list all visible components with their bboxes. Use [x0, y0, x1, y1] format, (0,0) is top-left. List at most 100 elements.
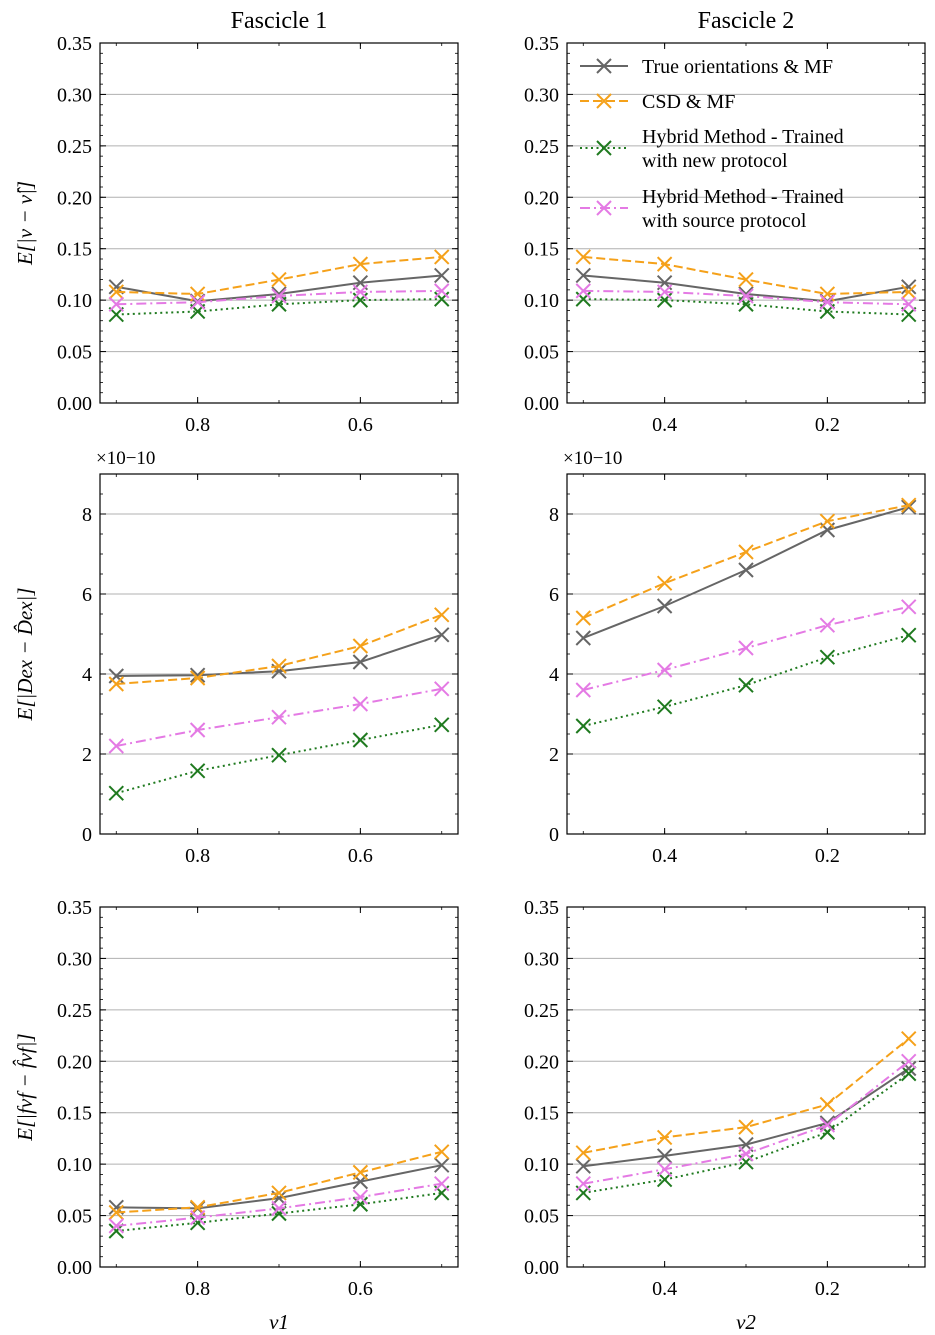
data-point-hybrid-method-trained-with-source-protocol	[108, 738, 124, 754]
y-tick-label: 6	[549, 584, 559, 606]
data-point-true-orientations-mf	[656, 1148, 673, 1164]
y-tick-label: 0.25	[57, 1000, 92, 1022]
axes-frame	[99, 906, 459, 1268]
data-point-csd-mf	[738, 1119, 754, 1135]
data-point-csd-mf	[434, 249, 450, 265]
y-tick-label: 0.35	[524, 897, 559, 919]
y-tick-label: 0.00	[57, 1257, 92, 1279]
data-point-hybrid-method-trained-with-new-protocol	[901, 627, 917, 643]
x-tick-label: 0.6	[348, 414, 373, 436]
y-tick-label: 0.10	[524, 290, 559, 312]
legend: True orientations & MF CSD & MF Hybrid Met…	[580, 56, 844, 232]
y-tick-label: 0.30	[57, 948, 92, 970]
x-axis-label: ν1	[269, 1310, 289, 1334]
y-tick-label: 0.35	[57, 897, 92, 919]
y-tick-label: 0.00	[57, 393, 92, 415]
data-point-hybrid-method-trained-with-new-protocol	[271, 747, 287, 763]
data-point-hybrid-method-trained-with-new-protocol	[656, 699, 673, 715]
data-point-hybrid-method-trained-with-new-protocol	[189, 1215, 206, 1231]
data-point-hybrid-method-trained-with-source-protocol	[434, 283, 450, 299]
data-point-hybrid-method-trained-with-source-protocol	[738, 288, 754, 304]
data-point-hybrid-method-trained-with-source-protocol	[108, 1218, 124, 1234]
data-point-hybrid-method-trained-with-source-protocol	[738, 1146, 754, 1162]
y-tick-label: 0	[82, 824, 92, 846]
panel-p11: 0.00 0.05 0.10 0.15 0.20 0.25 0.30 0.35 0.8 0.6 E[…	[13, 33, 459, 436]
data-point-hybrid-method-trained-with-source-protocol	[352, 284, 369, 300]
y-tick-label: 0	[549, 824, 559, 846]
data-point-csd-mf	[352, 638, 369, 654]
series-line-hybrid-method-trained-with-new-protocol	[583, 634, 909, 727]
panel-p21: 0 2 4 6 8 0.8 0.6 E[|Dex − D̂ex|] ×10−10	[13, 448, 459, 867]
data-point-hybrid-method-trained-with-source-protocol	[656, 662, 673, 678]
series-line-hybrid-method-trained-with-new-protocol	[583, 298, 909, 316]
data-point-hybrid-method-trained-with-new-protocol	[189, 763, 206, 779]
y-tick-label: 0.20	[524, 187, 559, 209]
y-axis-label: E[|Dex − D̂ex|]	[13, 587, 37, 721]
y-tick-label: 0.20	[57, 1051, 92, 1073]
data-point-hybrid-method-trained-with-source-protocol	[656, 284, 673, 300]
y-tick-label: 0.30	[57, 84, 92, 106]
y-tick-label: 0.35	[57, 33, 92, 55]
data-point-hybrid-method-trained-with-source-protocol	[434, 1175, 450, 1192]
data-point-csd-mf	[352, 256, 369, 272]
data-point-csd-mf	[575, 249, 591, 265]
legend-marker	[596, 140, 612, 156]
data-point-hybrid-method-trained-with-source-protocol	[656, 1161, 673, 1177]
x-tick-label: 0.2	[815, 1278, 840, 1300]
y-tick-label: 0.15	[57, 239, 92, 261]
data-point-csd-mf	[434, 1144, 450, 1160]
y-tick-label: 0.05	[524, 1206, 559, 1228]
y-tick-label: 0.10	[57, 290, 92, 312]
data-point-true-orientations-mf	[189, 667, 206, 683]
data-point-csd-mf	[656, 256, 673, 272]
scale-label: ×10−10	[563, 448, 622, 469]
data-point-csd-mf	[819, 513, 836, 529]
y-tick-label: 0.00	[524, 393, 559, 415]
y-tick-label: 0.20	[524, 1051, 559, 1073]
panel-p12: 0.00 0.05 0.10 0.15 0.20 0.25 0.30 0.35 0.4 0.2	[524, 33, 926, 436]
data-point-hybrid-method-trained-with-source-protocol	[352, 696, 369, 712]
data-point-csd-mf	[271, 271, 287, 288]
data-point-true-orientations-mf	[901, 279, 917, 295]
data-point-true-orientations-mf	[738, 562, 754, 578]
data-point-csd-mf	[738, 544, 754, 560]
data-point-hybrid-method-trained-with-source-protocol	[271, 1200, 287, 1217]
y-tick-label: 0.25	[57, 136, 92, 158]
y-tick-label: 0.15	[57, 1103, 92, 1125]
data-point-csd-mf	[901, 284, 917, 300]
data-point-hybrid-method-trained-with-source-protocol	[901, 599, 917, 615]
y-tick-label: 0.05	[57, 342, 92, 364]
y-tick-label: 4	[549, 664, 559, 686]
y-axis-label: E[|ν − ν̂|]	[13, 181, 37, 266]
data-point-hybrid-method-trained-with-new-protocol	[271, 1205, 287, 1222]
data-point-hybrid-method-trained-with-new-protocol	[352, 1196, 369, 1212]
y-tick-label: 0.15	[524, 239, 559, 261]
data-point-hybrid-method-trained-with-source-protocol	[575, 1175, 591, 1192]
data-point-csd-mf	[108, 1204, 124, 1221]
data-point-hybrid-method-trained-with-new-protocol	[434, 717, 450, 733]
data-point-hybrid-method-trained-with-new-protocol	[352, 732, 369, 748]
data-point-hybrid-method-trained-with-source-protocol	[352, 1189, 369, 1205]
data-point-csd-mf	[189, 670, 206, 686]
legend-label: True orientations & MF	[642, 56, 833, 78]
series-line-csd-mf	[116, 1150, 442, 1214]
data-point-csd-mf	[352, 1164, 369, 1181]
data-point-true-orientations-mf	[575, 1158, 591, 1174]
data-point-hybrid-method-trained-with-source-protocol	[901, 296, 917, 312]
series-line-hybrid-method-trained-with-new-protocol	[116, 298, 442, 316]
data-point-csd-mf	[656, 1129, 673, 1146]
data-point-true-orientations-mf	[434, 267, 450, 284]
y-tick-label: 0.05	[524, 342, 559, 364]
y-tick-label: 0.20	[57, 187, 92, 209]
y-tick-label: 0.35	[524, 33, 559, 55]
axes-frame	[99, 473, 459, 835]
x-tick-label: 0.8	[185, 1278, 210, 1300]
data-point-true-orientations-mf	[434, 627, 450, 643]
data-point-csd-mf	[819, 1096, 836, 1113]
data-point-hybrid-method-trained-with-new-protocol	[434, 291, 450, 307]
series-line-true-orientations-mf	[583, 1067, 910, 1168]
y-tick-label: 6	[82, 584, 92, 606]
x-tick-label: 0.4	[652, 414, 677, 436]
data-point-hybrid-method-trained-with-source-protocol	[108, 296, 124, 312]
y-tick-label: 0.10	[524, 1154, 559, 1176]
